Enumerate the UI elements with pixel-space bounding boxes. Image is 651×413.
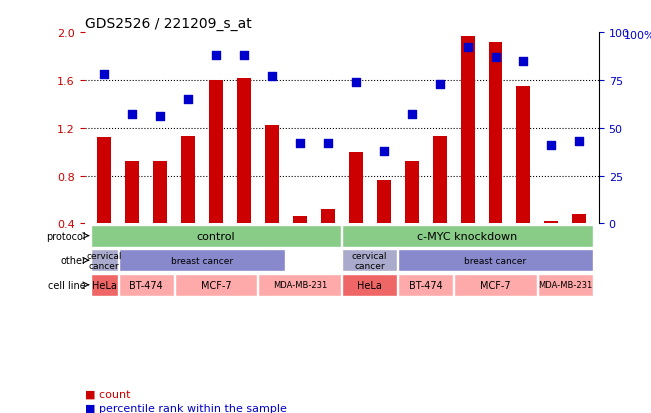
Bar — [433, 137, 447, 271]
Text: HeLa: HeLa — [92, 280, 117, 290]
Bar — [544, 221, 559, 271]
Text: ■ count: ■ count — [85, 388, 130, 398]
Text: cervical
cancer: cervical cancer — [352, 251, 387, 270]
FancyBboxPatch shape — [538, 274, 593, 296]
Text: MCF-7: MCF-7 — [201, 280, 231, 290]
Point — [462, 45, 473, 52]
Bar — [460, 37, 475, 271]
Text: ■ percentile rank within the sample: ■ percentile rank within the sample — [85, 403, 286, 413]
FancyBboxPatch shape — [454, 274, 537, 296]
Text: breast cancer: breast cancer — [171, 256, 233, 265]
Bar — [265, 126, 279, 271]
Bar — [293, 217, 307, 271]
Point — [574, 138, 585, 145]
Text: control: control — [197, 231, 235, 241]
Bar — [349, 152, 363, 271]
Bar — [153, 162, 167, 271]
Point — [183, 97, 193, 103]
Text: MDA-MB-231: MDA-MB-231 — [538, 280, 592, 290]
Point — [155, 114, 165, 120]
Text: MDA-MB-231: MDA-MB-231 — [273, 280, 327, 290]
FancyBboxPatch shape — [342, 274, 397, 296]
Bar — [572, 214, 587, 271]
FancyBboxPatch shape — [342, 225, 593, 247]
FancyBboxPatch shape — [398, 249, 593, 272]
FancyBboxPatch shape — [174, 274, 257, 296]
Bar — [516, 87, 531, 271]
Bar — [181, 137, 195, 271]
Text: HeLa: HeLa — [357, 280, 382, 290]
FancyBboxPatch shape — [342, 249, 397, 272]
Text: cervical
cancer: cervical cancer — [87, 251, 122, 270]
Point — [378, 148, 389, 154]
Bar — [125, 162, 139, 271]
Point — [239, 52, 249, 59]
Bar — [237, 78, 251, 271]
Point — [434, 81, 445, 88]
Point — [490, 55, 501, 61]
Text: BT-474: BT-474 — [409, 280, 443, 290]
Bar — [488, 43, 503, 271]
Text: MCF-7: MCF-7 — [480, 280, 511, 290]
Text: other: other — [60, 256, 86, 266]
FancyBboxPatch shape — [90, 274, 118, 296]
Text: cell line: cell line — [48, 280, 86, 290]
FancyBboxPatch shape — [90, 225, 341, 247]
FancyBboxPatch shape — [258, 274, 341, 296]
Text: breast cancer: breast cancer — [464, 256, 527, 265]
Point — [546, 142, 557, 149]
Point — [518, 58, 529, 65]
Text: GDS2526 / 221209_s_at: GDS2526 / 221209_s_at — [85, 17, 251, 31]
Point — [350, 79, 361, 86]
Text: protocol: protocol — [46, 231, 86, 241]
Point — [295, 140, 305, 147]
Point — [211, 52, 221, 59]
Point — [323, 140, 333, 147]
Point — [406, 112, 417, 119]
Point — [267, 74, 277, 80]
Text: c-MYC knockdown: c-MYC knockdown — [417, 231, 518, 241]
Text: BT-474: BT-474 — [130, 280, 163, 290]
FancyBboxPatch shape — [118, 249, 285, 272]
Y-axis label: 100%: 100% — [624, 31, 651, 41]
Bar — [321, 209, 335, 271]
FancyBboxPatch shape — [90, 249, 118, 272]
Bar — [97, 138, 111, 271]
Bar — [377, 181, 391, 271]
Point — [99, 72, 109, 78]
FancyBboxPatch shape — [118, 274, 174, 296]
Point — [127, 112, 137, 119]
Bar — [209, 81, 223, 271]
Bar — [405, 162, 419, 271]
FancyBboxPatch shape — [398, 274, 453, 296]
